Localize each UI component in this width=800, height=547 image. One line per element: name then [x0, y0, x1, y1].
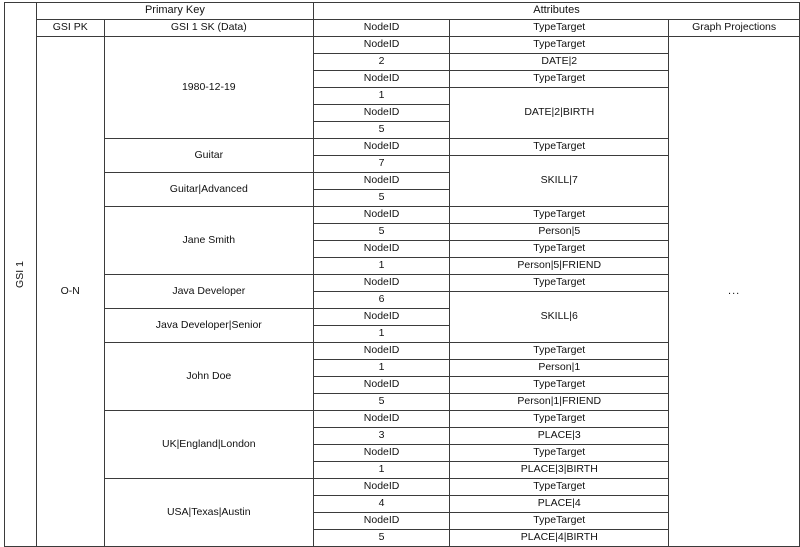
attribute-value: SKILL|7 — [449, 155, 670, 207]
attribute-value: 2 — [312, 53, 451, 71]
gsi-pk-value: O-N — [35, 36, 105, 547]
attribute-value: 5 — [312, 529, 451, 547]
attribute-value: 7 — [312, 155, 451, 173]
attribute-value: 5 — [312, 121, 451, 139]
attribute-key: NodeID — [312, 308, 451, 326]
attribute-key: TypeTarget — [449, 410, 670, 428]
header-gsi-sk: GSI 1 SK (Data) — [103, 19, 314, 37]
attribute-value: Person|5|FRIEND — [449, 257, 670, 275]
attribute-value: PLACE|3 — [449, 427, 670, 445]
sk-value: Guitar — [103, 138, 314, 173]
attribute-value: PLACE|4 — [449, 495, 670, 513]
sk-value: 1980-12-19 — [103, 36, 314, 139]
attribute-key: NodeID — [312, 376, 451, 394]
attribute-key: NodeID — [312, 512, 451, 530]
attribute-key: NodeID — [312, 172, 451, 190]
attribute-value: PLACE|3|BIRTH — [449, 461, 670, 479]
sk-value: John Doe — [103, 342, 314, 411]
attribute-key: NodeID — [312, 138, 451, 156]
sk-value: Jane Smith — [103, 206, 314, 275]
header-node-id: NodeID — [312, 19, 451, 37]
attribute-value: Person|1 — [449, 359, 670, 377]
graph-projections-value: ... — [668, 36, 800, 547]
attribute-value: 1 — [312, 461, 451, 479]
attribute-key: NodeID — [312, 240, 451, 258]
attribute-value: DATE|2 — [449, 53, 670, 71]
attribute-key: TypeTarget — [449, 376, 670, 394]
attribute-value: 1 — [312, 257, 451, 275]
attribute-key: NodeID — [312, 410, 451, 428]
attribute-value: Person|5 — [449, 223, 670, 241]
gsi-index-band: GSI 1 — [4, 2, 37, 547]
attribute-value: Person|1|FRIEND — [449, 393, 670, 411]
attribute-key: NodeID — [312, 206, 451, 224]
sk-value: Java Developer|Senior — [103, 308, 314, 343]
attribute-value: 1 — [312, 87, 451, 105]
header-primary-key: Primary Key — [35, 2, 314, 20]
attribute-key: TypeTarget — [449, 70, 670, 88]
attribute-value: DATE|2|BIRTH — [449, 87, 670, 139]
attribute-value: 1 — [312, 325, 451, 343]
attribute-key: NodeID — [312, 70, 451, 88]
attribute-value: 6 — [312, 291, 451, 309]
sk-value: Guitar|Advanced — [103, 172, 314, 207]
attribute-key: TypeTarget — [449, 512, 670, 530]
ellipsis-icon: ... — [728, 284, 741, 297]
attribute-key: TypeTarget — [449, 444, 670, 462]
attribute-key: NodeID — [312, 104, 451, 122]
gsi-table: GSI 1 Primary Key Attributes GSI PK GSI 1 SK… — [4, 2, 800, 547]
attribute-key: TypeTarget — [449, 240, 670, 258]
gsi-table-diagram: GSI 1 Primary Key Attributes GSI PK GSI 1 SK… — [4, 2, 800, 547]
header-type-target: TypeTarget — [449, 19, 670, 37]
attribute-value: 5 — [312, 189, 451, 207]
attribute-key: TypeTarget — [449, 342, 670, 360]
attribute-value: 1 — [312, 359, 451, 377]
attribute-key: NodeID — [312, 478, 451, 496]
header-gsi-pk: GSI PK — [35, 19, 105, 37]
attribute-value: 5 — [312, 223, 451, 241]
attribute-value: 3 — [312, 427, 451, 445]
attribute-value: 4 — [312, 495, 451, 513]
attribute-key: TypeTarget — [449, 274, 670, 292]
attribute-key: TypeTarget — [449, 206, 670, 224]
attribute-value: SKILL|6 — [449, 291, 670, 343]
attribute-key: NodeID — [312, 274, 451, 292]
gsi-index-label: GSI 1 — [13, 261, 26, 288]
attribute-key: TypeTarget — [449, 36, 670, 54]
sk-value: Java Developer — [103, 274, 314, 309]
header-attributes: Attributes — [312, 2, 800, 20]
attribute-key: NodeID — [312, 444, 451, 462]
attribute-key: TypeTarget — [449, 138, 670, 156]
attribute-key: NodeID — [312, 342, 451, 360]
attribute-value: PLACE|4|BIRTH — [449, 529, 670, 547]
header-graph-projections: Graph Projections — [668, 19, 800, 37]
attribute-key: NodeID — [312, 36, 451, 54]
attribute-key: TypeTarget — [449, 478, 670, 496]
sk-value: UK|England|London — [103, 410, 314, 479]
attribute-value: 5 — [312, 393, 451, 411]
